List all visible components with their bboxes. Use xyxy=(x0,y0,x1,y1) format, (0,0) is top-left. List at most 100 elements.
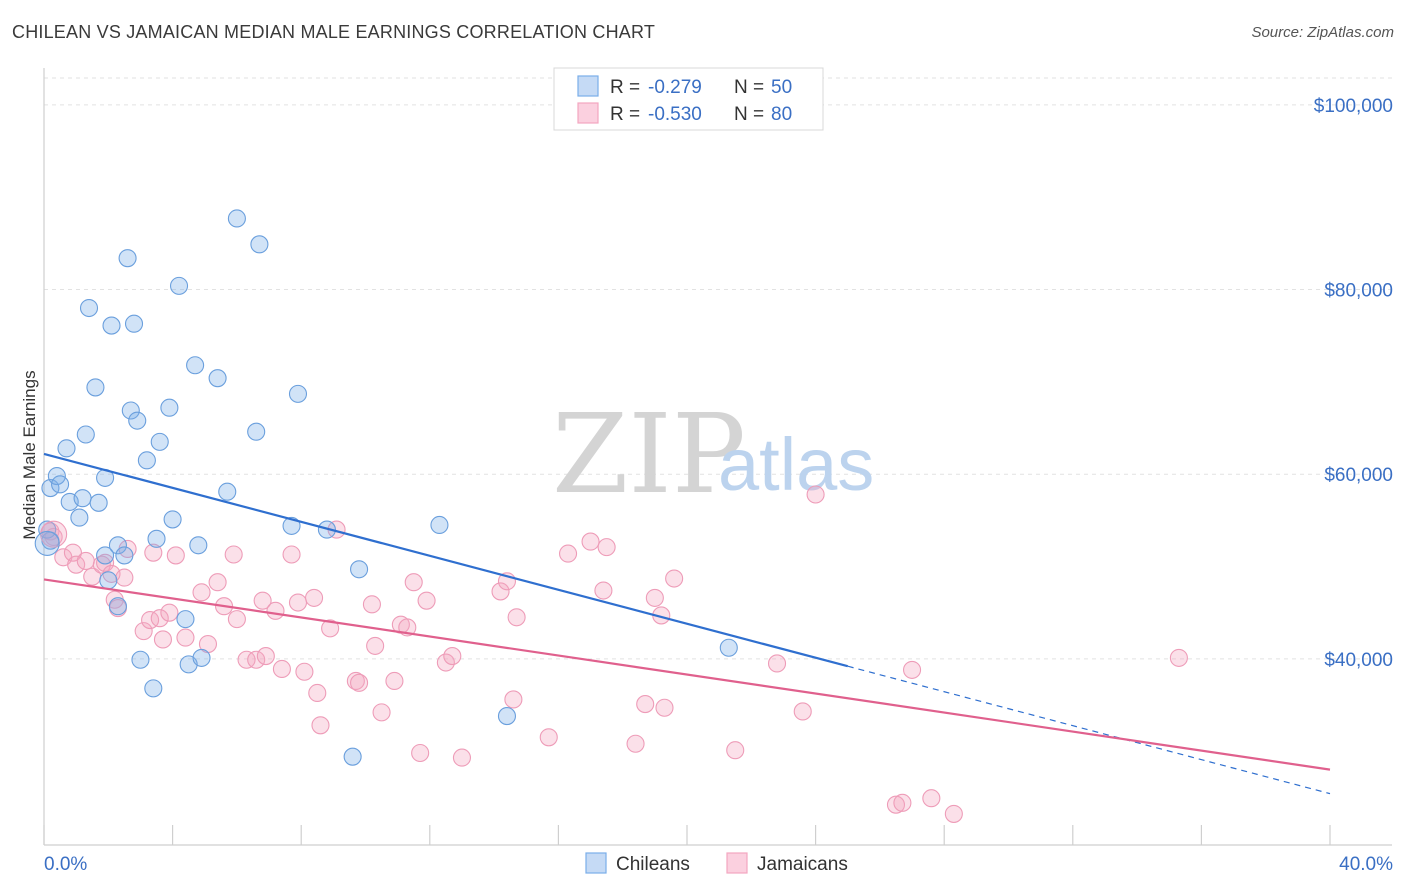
chilean-trend-extension xyxy=(847,665,1331,795)
jamaican-point-53 xyxy=(436,653,455,672)
jamaican-point-47 xyxy=(385,671,404,691)
jamaican-point-26 xyxy=(224,545,243,564)
chilean-point-36 xyxy=(208,369,227,388)
jamaican-point-60 xyxy=(539,728,558,747)
jamaican-point-38 xyxy=(308,683,327,703)
jamaican-point-58 xyxy=(504,690,523,709)
jamaican-point-64 xyxy=(597,538,616,557)
chilean-point-24 xyxy=(137,451,156,470)
jamaican-point-32 xyxy=(266,601,285,620)
stats-legend: R = -0.279 N = 50 R = -0.530 N = 80 xyxy=(553,67,824,131)
jamaican-point-31 xyxy=(256,647,275,666)
jamaican-point-50 xyxy=(404,573,423,592)
jamaican-point-24 xyxy=(208,573,227,592)
jamaican-point-65 xyxy=(626,734,645,753)
chilean-point-30 xyxy=(169,276,189,295)
gridlines xyxy=(44,77,1392,660)
chilean-point-16 xyxy=(108,536,127,555)
chilean-point-3 xyxy=(51,475,70,494)
jamaican-point-39 xyxy=(311,716,330,735)
jamaican-point-70 xyxy=(665,569,684,588)
watermark-zip: ZIP xyxy=(552,390,746,518)
chilean-point-9 xyxy=(79,298,99,318)
jamaican-point-30 xyxy=(253,591,272,610)
chilean-point-4 xyxy=(57,439,76,458)
data-points xyxy=(34,209,1188,823)
jamaican-point-14 xyxy=(134,622,153,641)
jamaican-point-28 xyxy=(237,650,256,669)
jamaican-point-far-0 xyxy=(1169,648,1188,667)
jamaican-point-52 xyxy=(417,591,436,610)
chilean-point-28 xyxy=(160,398,179,417)
jamaican-point-66 xyxy=(636,695,655,714)
chilean-point-33 xyxy=(186,356,205,375)
jamaican-point-35 xyxy=(288,593,308,612)
jamaican-point-78 xyxy=(922,789,941,808)
jamaican-point-36 xyxy=(295,662,314,681)
chilean-point-18 xyxy=(115,546,134,565)
chilean-point-13 xyxy=(96,546,115,565)
axes xyxy=(43,68,1392,846)
y-tick-label-1: $60,000 xyxy=(1324,465,1393,486)
chilean-trend-line xyxy=(43,452,849,668)
watermark: ZIP atlas xyxy=(552,390,874,518)
jamaican-point-21 xyxy=(176,628,195,647)
legend-n-value-1: 50 xyxy=(771,77,792,98)
jamaican-point-74 xyxy=(806,485,825,504)
chilean-point-31 xyxy=(176,610,195,629)
series-legend-swatch-chileans xyxy=(585,852,607,874)
jamaican-point-40 xyxy=(321,619,340,638)
x-tick-label-end: 40.0% xyxy=(1339,854,1393,875)
y-tick-label-0: $40,000 xyxy=(1324,650,1393,671)
chilean-point-14 xyxy=(99,571,118,590)
legend-swatch-jamaicans xyxy=(577,102,599,124)
jamaican-point-63 xyxy=(594,581,613,600)
jamaican-point-43 xyxy=(350,673,369,692)
chilean-point-26 xyxy=(147,529,166,548)
chilean-point-37 xyxy=(218,482,237,501)
series-legend-label-jamaicans: Jamaicans xyxy=(757,854,848,875)
jamaican-point-71 xyxy=(726,741,745,760)
jamaican-point-51 xyxy=(411,743,430,763)
jamaican-point-37 xyxy=(305,588,324,607)
chilean-point-21 xyxy=(124,314,144,333)
jamaican-point-18 xyxy=(153,630,173,649)
series-legend: Chileans Jamaicans xyxy=(585,852,848,875)
jamaican-point-29 xyxy=(247,650,266,669)
jamaican-point-45 xyxy=(366,636,385,655)
legend-box xyxy=(553,67,824,131)
jamaican-point-69 xyxy=(655,698,674,717)
series-legend-swatch-jamaicans xyxy=(726,852,748,874)
jamaican-point-72 xyxy=(767,654,787,673)
chilean-point-15 xyxy=(102,316,121,335)
jamaican-point-55 xyxy=(452,748,472,767)
legend-r-label-1: R = xyxy=(610,77,640,98)
series-legend-label-chileans: Chileans xyxy=(616,854,690,875)
jamaican-point-46 xyxy=(372,703,391,722)
chilean-point-41 xyxy=(282,516,301,535)
y-tick-label-2: $80,000 xyxy=(1324,281,1393,302)
jamaican-point-3 xyxy=(63,543,82,562)
chart-title: CHILEAN VS JAMAICAN MEDIAN MALE EARNINGS… xyxy=(12,22,656,42)
jamaican-point-73 xyxy=(793,702,812,721)
chilean-point-49 xyxy=(38,520,57,539)
jamaican-point-42 xyxy=(346,671,365,691)
jamaican-trend-line xyxy=(43,578,1331,771)
chilean-point-42 xyxy=(288,384,308,403)
chilean-point-23 xyxy=(131,650,150,669)
jamaican-point-67 xyxy=(645,588,664,607)
jamaican-point-61 xyxy=(558,544,578,563)
chilean-point-29 xyxy=(163,510,182,529)
jamaican-point-22 xyxy=(192,583,211,602)
chilean-point-45 xyxy=(350,560,369,579)
jamaican-point-8 xyxy=(96,553,115,572)
chilean-point-27 xyxy=(150,432,169,451)
jamaican-point-34 xyxy=(282,545,301,564)
watermark-atlas: atlas xyxy=(718,423,874,506)
chilean-point-34 xyxy=(189,536,208,555)
chilean-point-19 xyxy=(118,249,137,268)
chilean-point-38 xyxy=(227,209,246,228)
y-tick-labels: $40,000 $60,000 $80,000 $100,000 xyxy=(1314,96,1393,671)
x-tick-label-start: 0.0% xyxy=(44,854,87,875)
